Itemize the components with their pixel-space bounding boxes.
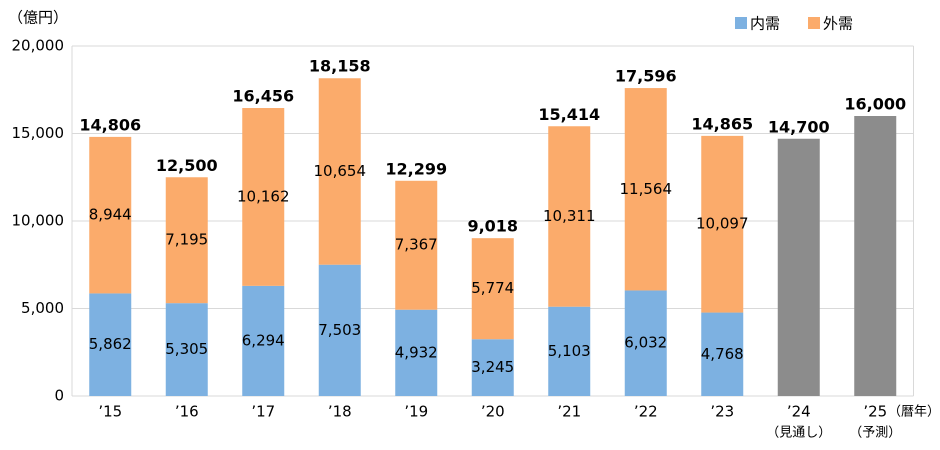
segment-label: 4,932 — [395, 343, 438, 361]
forecast-bar — [777, 138, 820, 396]
legend-label: 内需 — [750, 15, 780, 33]
segment-label: 5,862 — [89, 335, 132, 353]
bar-segment — [701, 135, 744, 313]
x-tick-note: （見通し） — [766, 426, 831, 441]
segment-label: 10,162 — [237, 187, 290, 205]
bar-segment — [165, 303, 208, 396]
bar-segment — [701, 312, 744, 396]
total-label: 16,000 — [844, 95, 906, 114]
total-label: 15,414 — [538, 105, 600, 124]
x-tick-label: ’19 — [404, 403, 428, 421]
x-tick-label: ’24 — [787, 403, 811, 421]
segment-label: 5,305 — [165, 340, 208, 358]
bar-segment — [89, 136, 132, 294]
segment-label: 6,294 — [242, 331, 285, 349]
x-tick-note: （予測） — [849, 426, 901, 441]
y-tick-label: 5,000 — [21, 299, 64, 317]
total-label: 17,596 — [615, 67, 677, 86]
y-tick-label: 20,000 — [12, 37, 65, 55]
segment-label: 5,103 — [548, 342, 591, 360]
x-unit: （暦年） — [888, 405, 940, 420]
total-label: 14,806 — [79, 115, 141, 134]
bar-segment — [548, 126, 591, 307]
x-tick-label: ’18 — [328, 403, 352, 421]
x-tick-label: ’22 — [634, 403, 658, 421]
legend-label: 外需 — [823, 15, 853, 33]
legend-swatch — [735, 17, 747, 29]
x-tick-label: ’15 — [98, 403, 122, 421]
total-label: 12,500 — [156, 156, 218, 175]
x-tick-label: ’25 — [863, 403, 887, 421]
segment-label: 6,032 — [624, 334, 667, 352]
legend-swatch — [808, 17, 820, 29]
bar-segment — [318, 78, 361, 265]
segment-label: 3,245 — [471, 358, 514, 376]
bar-segment — [624, 88, 667, 291]
segment-label: 10,097 — [696, 215, 749, 233]
segment-label: 7,367 — [395, 236, 438, 254]
segment-label: 10,654 — [314, 162, 367, 180]
bar-segment — [548, 306, 591, 396]
x-tick-label: ’23 — [710, 403, 734, 421]
segment-label: 5,774 — [471, 279, 514, 297]
bar-segment — [395, 309, 438, 396]
x-tick-label: ’21 — [557, 403, 581, 421]
y-tick-label: 10,000 — [12, 212, 65, 230]
bar-segment — [242, 285, 285, 396]
segment-label: 7,503 — [318, 321, 361, 339]
bar-segment — [165, 177, 208, 304]
bar-segment — [89, 293, 132, 396]
total-label: 12,299 — [385, 159, 447, 178]
bar-segment — [395, 180, 438, 310]
segment-label: 10,311 — [543, 207, 596, 225]
bar-segment — [318, 264, 361, 396]
y-tick-label: 0 — [54, 387, 64, 405]
total-label: 14,700 — [768, 117, 830, 136]
total-label: 9,018 — [467, 217, 518, 236]
bar-segment — [471, 339, 514, 396]
segment-label: 11,564 — [620, 180, 673, 198]
x-tick-label: ’17 — [251, 403, 275, 421]
x-tick-label: ’20 — [481, 403, 505, 421]
y-unit: （億円） — [8, 9, 68, 27]
segment-label: 7,195 — [165, 231, 208, 249]
total-label: 16,456 — [232, 87, 294, 106]
segment-label: 8,944 — [89, 206, 132, 224]
y-tick-label: 15,000 — [12, 124, 65, 142]
bar-segment — [242, 108, 285, 286]
x-tick-label: ’16 — [175, 403, 199, 421]
bar-segment — [624, 290, 667, 396]
segment-label: 4,768 — [701, 345, 744, 363]
forecast-bar — [854, 116, 897, 396]
total-label: 18,158 — [309, 57, 371, 76]
total-label: 14,865 — [691, 114, 753, 133]
bar-segment — [471, 238, 514, 340]
